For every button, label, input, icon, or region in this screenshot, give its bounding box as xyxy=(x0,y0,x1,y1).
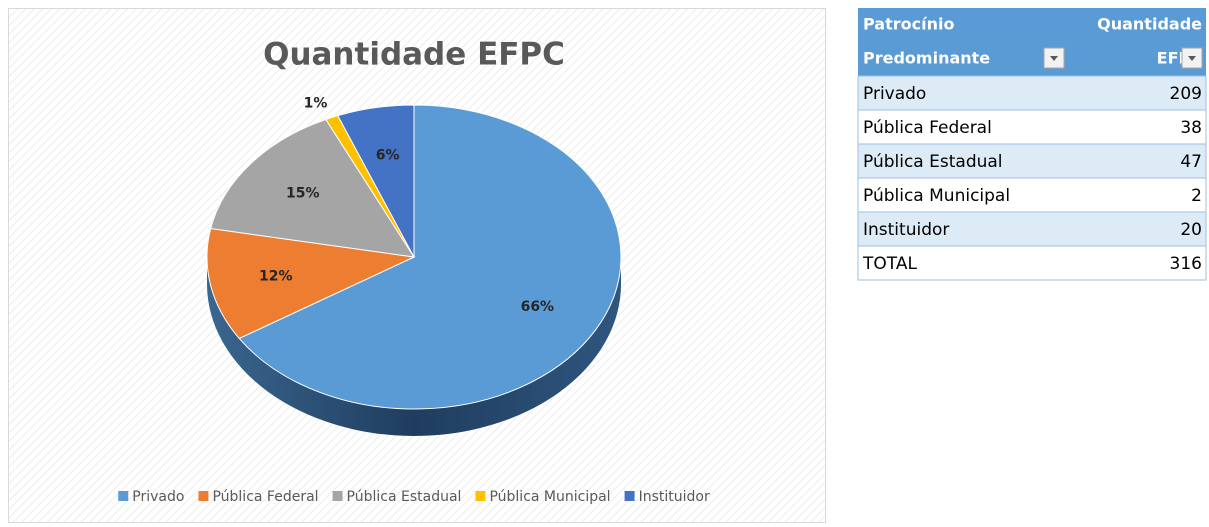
legend-label: Pública Estadual xyxy=(347,489,462,505)
table-cell: Pública Federal xyxy=(863,118,992,138)
pie-slice xyxy=(238,104,622,410)
column-header: Quantidade xyxy=(1097,15,1202,34)
chart-title: Quantidade EFPC xyxy=(263,37,565,73)
legend-label: Privado xyxy=(132,489,184,505)
table-cell: 209 xyxy=(1170,84,1202,104)
column-header: Patrocínio xyxy=(863,15,954,34)
legend-swatch xyxy=(118,491,129,501)
table-row xyxy=(857,245,1207,281)
data-label: 1% xyxy=(304,96,328,112)
table-header xyxy=(858,8,1206,76)
table-cell: Pública Municipal xyxy=(863,186,1010,206)
table-row xyxy=(857,75,1207,111)
pie-slice xyxy=(337,104,415,258)
data-label: 15% xyxy=(286,186,320,202)
data-label: 6% xyxy=(376,147,400,163)
filter-arrow xyxy=(1188,56,1196,61)
filter-arrow xyxy=(1050,56,1058,61)
table-row xyxy=(857,211,1207,247)
legend-swatch xyxy=(475,491,486,501)
table-cell: 38 xyxy=(1180,118,1202,138)
table-cell: Instituidor xyxy=(863,220,949,240)
table-row xyxy=(857,109,1207,145)
legend-label: Pública Federal xyxy=(212,489,318,505)
legend: Privado Pública Federal Pública Estadual Pú… xyxy=(118,489,710,505)
data-labels: 66% 12% 15% 1% 6% xyxy=(259,96,554,315)
legend-label: Pública Municipal xyxy=(489,489,610,505)
legend-swatch xyxy=(332,491,343,501)
legend-label: Instituidor xyxy=(639,489,710,505)
table: PatrocínioPredominanteQuantidadeEFPCPriv… xyxy=(857,8,1207,281)
table-cell: 316 xyxy=(1170,254,1202,274)
pie-slice xyxy=(210,118,416,258)
table-cell: Privado xyxy=(863,84,926,104)
table-row xyxy=(857,143,1207,179)
table-cell: 2 xyxy=(1191,186,1202,206)
table-cell: 20 xyxy=(1180,220,1202,240)
table-cell: Pública Estadual xyxy=(863,152,1003,172)
data-label: 12% xyxy=(259,268,293,284)
column-header: Predominante xyxy=(863,49,990,68)
pie-depth xyxy=(207,257,621,436)
pie xyxy=(206,104,622,410)
table-cell: 47 xyxy=(1180,152,1202,172)
legend-swatch xyxy=(198,491,209,501)
table-cell: TOTAL xyxy=(862,254,917,274)
data-label: 66% xyxy=(521,299,555,315)
pie-slice xyxy=(206,227,416,340)
legend-swatch xyxy=(624,491,635,501)
